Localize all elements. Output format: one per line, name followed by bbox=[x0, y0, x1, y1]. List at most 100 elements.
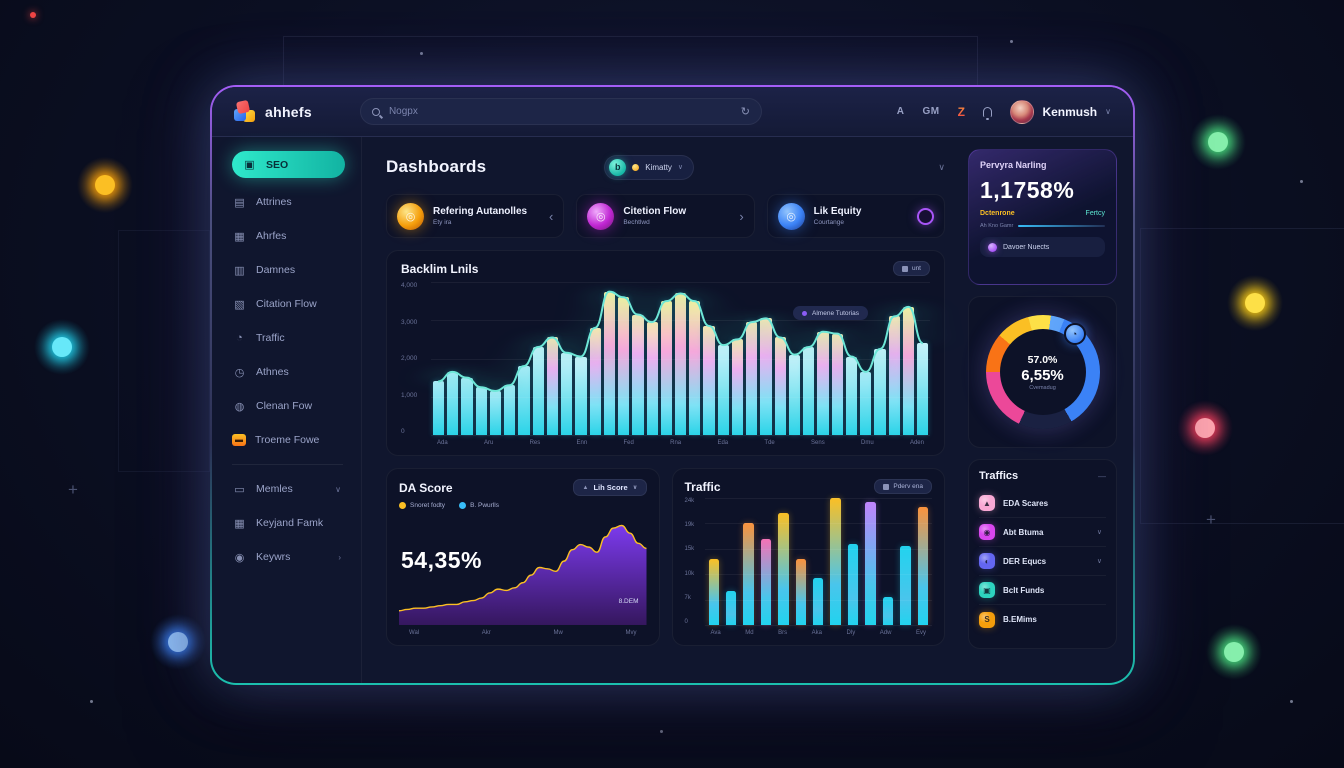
bar bbox=[865, 501, 876, 625]
ranking-left-label: Dctenrone bbox=[980, 210, 1015, 217]
list-item-b-emims[interactable]: S B.EMims bbox=[979, 605, 1106, 634]
ranking-footer-button[interactable]: Davoer Nuects bbox=[980, 237, 1105, 257]
chevron-action-button[interactable]: › bbox=[739, 208, 744, 224]
stat-card-subtitle: Ety ira bbox=[433, 219, 452, 226]
da-annotation: 8.DEM bbox=[618, 598, 639, 605]
list-item-bclt-funds[interactable]: ▣ Bclt Funds bbox=[979, 576, 1106, 605]
stat-card-lik-equity[interactable]: ◎ Lik Equity Courtange bbox=[766, 194, 945, 238]
sidebar-item-label: Memles bbox=[256, 483, 293, 495]
list-item-icon: ▣ bbox=[979, 582, 995, 598]
users-icon: ◍ bbox=[234, 400, 245, 413]
donut-card: 57.0% 6,55% Cvemadug ◔ bbox=[968, 296, 1117, 448]
ranking-right-label[interactable]: Fertcy bbox=[1085, 210, 1105, 217]
lock-icon: ▣ bbox=[244, 159, 255, 171]
list-item-label: Abt Btuma bbox=[1003, 527, 1044, 537]
user-menu[interactable]: Kenmush ∨ bbox=[1010, 99, 1111, 124]
traffic-chart-card: Traffic Pderv ena 24k 19k 15k 10k 7k 0 Ava Md B… bbox=[671, 468, 945, 646]
search-bar[interactable]: ↻ bbox=[359, 98, 762, 125]
traffics-list-card: Traffics — ▲ EDA Scares ◉ Abt Btuma ∨ ◐ DER Eq… bbox=[968, 459, 1117, 649]
x-tick-label: Res bbox=[529, 440, 541, 446]
traffic-plot bbox=[704, 498, 932, 626]
search-input[interactable] bbox=[388, 106, 732, 117]
x-tick-label: Md bbox=[745, 630, 754, 636]
chevron-icon: › bbox=[338, 552, 341, 562]
collapse-icon[interactable]: — bbox=[1098, 471, 1106, 481]
glow-dot-yellow bbox=[1223, 271, 1287, 335]
bar bbox=[760, 538, 772, 625]
sidebar-item-athnes[interactable]: ◷ Athnes bbox=[232, 355, 361, 389]
stat-card-citetion-flow[interactable]: ◎ Citetion Flow Bechtlwd › bbox=[576, 194, 755, 238]
donut-caption: Cvemadug bbox=[1029, 384, 1056, 391]
bar bbox=[475, 387, 487, 435]
sidebar-item-keywrs[interactable]: ◉ Keywrs › bbox=[232, 540, 361, 574]
legend-item: B. Pwurlls bbox=[459, 502, 499, 509]
bar bbox=[674, 293, 687, 435]
bar bbox=[902, 306, 914, 435]
sidebar-item-citation-flow[interactable]: ▧ Citation Flow bbox=[232, 287, 361, 321]
logo[interactable]: ahhefs bbox=[234, 99, 312, 123]
stat-card-subtitle: Courtange bbox=[813, 219, 845, 226]
activity-icon[interactable]: A bbox=[896, 106, 905, 117]
bar bbox=[461, 377, 473, 435]
rings-orange-icon: ◎ bbox=[397, 202, 424, 230]
bar bbox=[725, 590, 737, 625]
sidebar-item-troeme-fowe[interactable]: ▬ Troeme Fowe bbox=[232, 423, 361, 457]
bar bbox=[888, 316, 900, 435]
stat-card-texts: Refering Autanolles Ety ira bbox=[433, 206, 527, 226]
history-icon[interactable]: ↻ bbox=[740, 106, 750, 118]
x-tick-label: Fed bbox=[623, 440, 634, 446]
list-item-abt-btuma[interactable]: ◉ Abt Btuma ∨ bbox=[979, 518, 1106, 547]
gm-icon[interactable]: GM bbox=[922, 106, 940, 117]
page-title: Dashboards bbox=[386, 157, 487, 176]
bar bbox=[632, 314, 644, 435]
sidebar-item-traffic[interactable]: ◔ Traffic bbox=[232, 321, 361, 355]
sidebar-item-memles[interactable]: ▭ Memles ∨ bbox=[232, 472, 361, 506]
sidebar-item-keyjand-famk[interactable]: ▦ Keyjand Famk bbox=[232, 506, 361, 540]
sidebar-item-label: Troeme Fowe bbox=[255, 434, 320, 446]
gridline bbox=[431, 282, 930, 283]
ring-action-button[interactable] bbox=[916, 207, 934, 225]
x-tick-label: Dly bbox=[846, 630, 856, 636]
sidebar-item-label: Keywrs bbox=[256, 551, 291, 563]
bell-icon[interactable] bbox=[983, 106, 993, 120]
gauge-badge-icon[interactable]: ◔ bbox=[1063, 323, 1086, 345]
bar bbox=[589, 327, 601, 435]
donut-primary-value: 57.0% bbox=[1027, 353, 1058, 366]
project-selector[interactable]: b Kimatty ∨ bbox=[604, 154, 695, 180]
sidebar-item-label: Attrines bbox=[256, 196, 292, 208]
sidebar-item-damnes[interactable]: ▥ Damnes bbox=[232, 253, 361, 287]
gridline bbox=[431, 396, 930, 398]
chevron-down-icon: ∨ bbox=[677, 164, 684, 171]
bar bbox=[575, 356, 587, 435]
link-score-dropdown[interactable]: ▲ Lih Score ∨ bbox=[573, 479, 647, 496]
sidebar-item-attrines[interactable]: ▤ Attrines bbox=[232, 185, 361, 219]
chevron-action-button[interactable]: ‹ bbox=[548, 208, 554, 224]
list-item-eda-scares[interactable]: ▲ EDA Scares bbox=[979, 489, 1106, 518]
x-tick-label: Akr bbox=[481, 630, 491, 636]
project-selector-label: Kimatty bbox=[645, 162, 672, 172]
cross-mark: + bbox=[1206, 510, 1216, 529]
bar bbox=[795, 558, 807, 625]
header-collapse-button[interactable]: ∨ bbox=[938, 161, 945, 172]
traffic-filter-button[interactable]: Pderv ena bbox=[874, 479, 932, 494]
chevron-down-icon: ∨ bbox=[1096, 529, 1102, 536]
sidebar-item-seo[interactable]: ▣ SEO bbox=[232, 151, 345, 178]
bar bbox=[447, 371, 459, 435]
brand-name: ahhefs bbox=[265, 103, 312, 120]
stat-card-texts: Citetion Flow Bechtlwd bbox=[623, 206, 686, 226]
stat-card-refering-autanolles[interactable]: ◎ Refering Autanolles Ety ira ‹ bbox=[386, 194, 565, 238]
sidebar-item-ahrfes[interactable]: ▦ Ahrfes bbox=[232, 219, 361, 253]
list-item-der-equcs[interactable]: ◐ DER Equcs ∨ bbox=[979, 547, 1106, 576]
legend-item: Snoret fodty bbox=[399, 502, 445, 509]
bar bbox=[708, 558, 719, 625]
bar bbox=[731, 339, 744, 435]
da-score-value: 54,35% bbox=[401, 547, 483, 574]
clock-icon: ◷ bbox=[234, 366, 245, 379]
sidebar-item-label: Traffic bbox=[256, 332, 285, 344]
hot-icon[interactable]: Z bbox=[957, 104, 966, 119]
right-rail: Pervyra Narling 1,1758% Dctenrone Fertcy… bbox=[961, 137, 1133, 683]
sidebar-item-clenan-fow[interactable]: ◍ Clenan Fow bbox=[232, 389, 361, 423]
backlinks-export-button[interactable]: unt bbox=[892, 261, 930, 276]
da-score-title: DA Score bbox=[399, 480, 453, 495]
avatar[interactable] bbox=[1010, 99, 1035, 124]
